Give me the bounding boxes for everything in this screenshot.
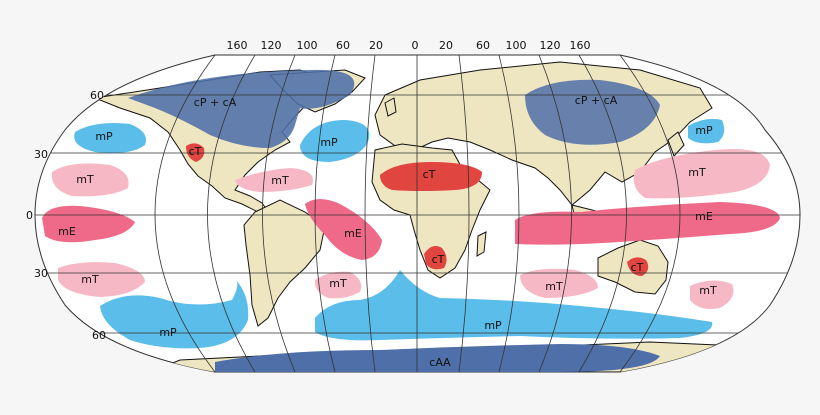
graticule (35, 55, 800, 372)
region-mp-north-atlantic (300, 120, 370, 162)
label-mp-natl: mP (320, 136, 338, 149)
label-me-indopac: mE (695, 210, 713, 223)
label-me-atl: mE (344, 227, 362, 240)
latitude-labels: 60 30 0 30 60 (26, 89, 106, 342)
lon-label: 100 (506, 39, 527, 52)
label-mt-epac-n: mT (76, 173, 94, 186)
label-mt-tasman: mT (699, 284, 717, 297)
lat-label: 60 (92, 329, 106, 342)
lon-label: 60 (476, 39, 490, 52)
region-mp-north-pacific (74, 123, 146, 154)
label-mt-epac-s: mT (81, 273, 99, 286)
lat-label: 30 (34, 148, 48, 161)
label-mp-nwpac: mP (695, 124, 713, 137)
label-ct-safr: cT (432, 253, 445, 266)
lon-label: 60 (336, 39, 350, 52)
lon-label: 100 (297, 39, 318, 52)
lon-label: 0 (412, 39, 419, 52)
lat-label: 0 (26, 209, 33, 222)
region-ct-southern-africa (424, 246, 447, 270)
label-ct-aus: cT (631, 261, 644, 274)
label-ct-na: cT (189, 145, 202, 158)
region-mp-nw-pacific (688, 118, 725, 144)
region-mt-ne-pacific (51, 163, 129, 197)
region-mt-tasman (690, 280, 734, 309)
region-mp-southern-ocean (315, 270, 713, 341)
label-mt-indian: mT (545, 280, 563, 293)
region-ct-australia (627, 257, 649, 276)
label-mt-wpac-n: mT (688, 166, 706, 179)
region-cp-ca-north-america (128, 69, 355, 148)
label-mt-gulf: mT (271, 174, 289, 187)
air-mass-regions (42, 69, 780, 372)
lon-label: 160 (570, 39, 591, 52)
label-me-epac: mE (58, 225, 76, 238)
region-me-indo-pacific (515, 202, 780, 245)
label-mp-south: mP (484, 319, 502, 332)
lon-label: 160 (227, 39, 248, 52)
region-mp-se-pacific (100, 280, 249, 349)
region-cp-ca-eurasia (525, 79, 660, 145)
label-cp-ca-eu: cP + cA (575, 94, 618, 107)
label-caa: cAA (429, 356, 451, 369)
region-mt-indian (520, 268, 598, 298)
madagascar (476, 231, 487, 257)
longitude-labels: 160 120 100 60 20 0 20 60 100 120 160 (227, 39, 591, 52)
region-caa (215, 344, 660, 372)
lon-label: 20 (369, 39, 383, 52)
label-cp-ca-na: cP + cA (194, 96, 237, 109)
region-mt-nw-pacific (633, 149, 770, 199)
air-mass-labels: cP + cA cP + cA mP mP mP cT cT mT mT mT … (58, 94, 717, 369)
label-mp-npac: mP (95, 130, 113, 143)
uk (384, 97, 397, 117)
label-ct-sahara: cT (423, 168, 436, 181)
lon-label: 120 (540, 39, 561, 52)
lat-label: 30 (34, 267, 48, 280)
region-mt-se-pacific (58, 262, 145, 297)
lon-label: 20 (439, 39, 453, 52)
region-ct-sahara (380, 162, 482, 191)
lat-label: 60 (90, 89, 104, 102)
lon-label: 120 (261, 39, 282, 52)
label-mt-satl: mT (329, 277, 347, 290)
region-me-atlantic (305, 199, 382, 260)
japan (667, 131, 685, 157)
label-mp-sepac: mP (159, 326, 177, 339)
region-mt-south-atlantic (314, 271, 362, 299)
region-mt-gulf (235, 168, 314, 192)
